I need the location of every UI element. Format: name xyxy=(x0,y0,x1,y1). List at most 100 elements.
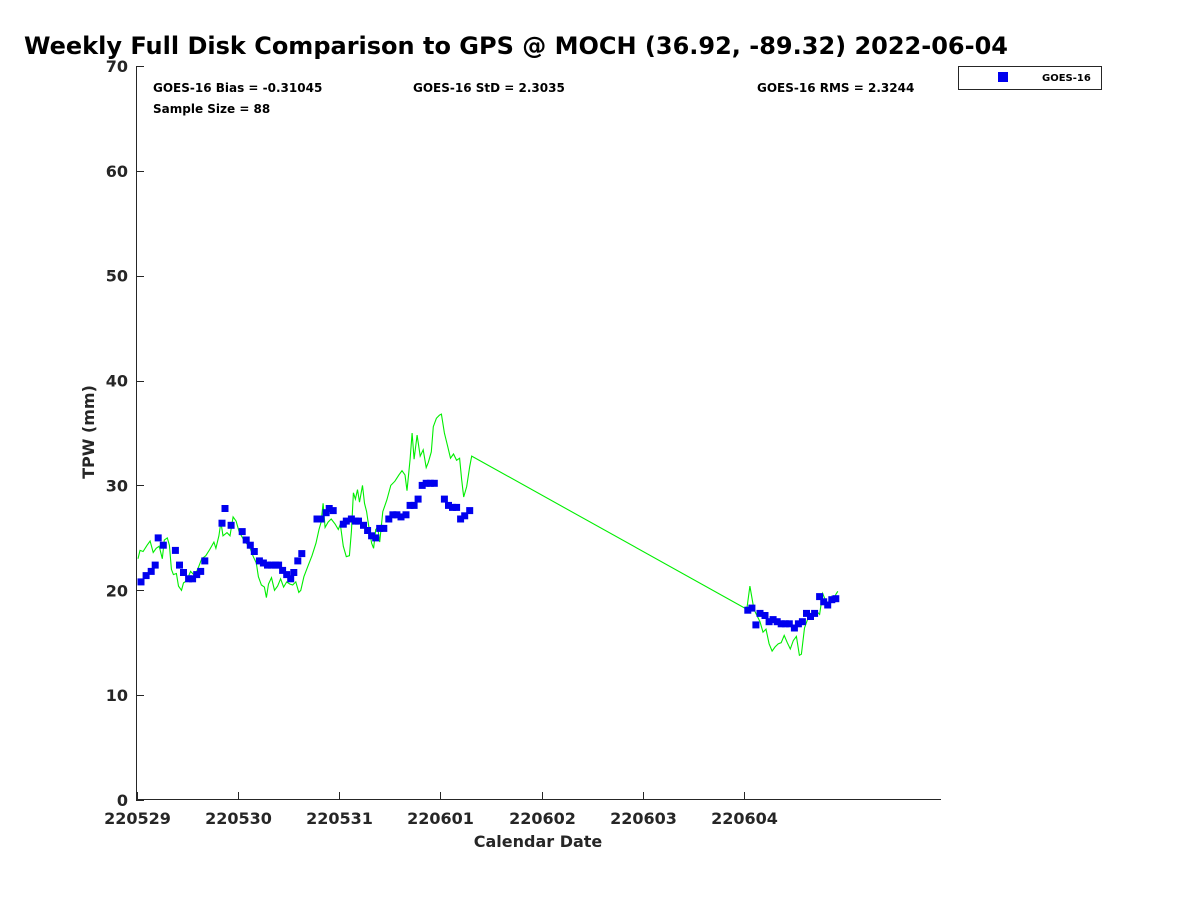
goes16-point xyxy=(279,566,287,574)
gps-tpw-line xyxy=(137,413,839,657)
goes16-point xyxy=(342,517,350,525)
goes16-point xyxy=(372,534,380,542)
goes16-point xyxy=(287,575,295,583)
goes16-point xyxy=(151,561,159,569)
goes16-point xyxy=(765,618,773,626)
goes16-point xyxy=(264,561,271,569)
goes16-point xyxy=(406,501,414,509)
goes16-point xyxy=(418,481,426,489)
goes16-point xyxy=(368,532,376,540)
goes16-point xyxy=(744,606,752,614)
y-tick-label: 40 xyxy=(106,372,128,391)
legend-box xyxy=(958,66,1102,90)
goes16-point xyxy=(364,527,372,534)
goes16-point xyxy=(355,517,362,525)
goes16-point xyxy=(397,513,405,521)
x-tick-label: 220529 xyxy=(104,809,171,828)
goes16-point xyxy=(440,495,448,503)
legend: GOES-16 xyxy=(958,66,1102,90)
goes16-point xyxy=(790,624,798,632)
y-tick-label: 50 xyxy=(106,267,128,286)
x-axis-label: Calendar Date xyxy=(474,832,603,851)
goes16-point xyxy=(294,557,302,565)
x-tick-label: 220604 xyxy=(711,809,778,828)
goes16-point xyxy=(811,609,819,617)
goes16-point xyxy=(218,519,226,527)
goes16-point xyxy=(402,511,410,519)
goes16-point xyxy=(250,548,258,555)
goes16-point xyxy=(313,515,321,523)
goes16-point xyxy=(376,524,384,532)
goes16-point xyxy=(147,567,155,575)
rms-stat: GOES-16 RMS = 2.3244 xyxy=(757,81,914,95)
goes16-point xyxy=(781,620,789,628)
x-tick-label: 220603 xyxy=(610,809,677,828)
x-tick-label: 220530 xyxy=(205,809,272,828)
goes16-point xyxy=(461,512,469,520)
std-stat: GOES-16 StD = 2.3035 xyxy=(413,81,565,95)
goes16-point xyxy=(816,593,824,601)
goes16-point xyxy=(197,567,205,575)
legend-marker-goes16 xyxy=(998,72,1008,82)
goes16-point xyxy=(426,479,434,487)
series-layer xyxy=(137,413,840,657)
x-tick-label: 220531 xyxy=(306,809,373,828)
goes16-point xyxy=(283,571,291,579)
goes16-point xyxy=(189,575,197,583)
goes16-point xyxy=(242,536,250,544)
y-axis-label: TPW (mm) xyxy=(79,385,98,479)
goes16-point xyxy=(255,557,263,565)
goes16-point xyxy=(773,618,781,626)
goes16-point xyxy=(347,515,355,523)
goes16-point xyxy=(238,528,246,536)
goes16-point xyxy=(221,505,229,512)
goes16-point xyxy=(385,515,393,523)
goes16-point xyxy=(445,501,452,509)
goes16-point xyxy=(180,569,187,576)
goes16-point xyxy=(227,521,235,529)
sample-size-stat: Sample Size = 88 xyxy=(153,102,270,116)
y-tick-label: 10 xyxy=(106,686,128,705)
goes16-point xyxy=(142,572,150,580)
goes16-point xyxy=(246,541,254,549)
goes16-point xyxy=(748,604,756,612)
goes16-point xyxy=(317,515,325,523)
goes16-point xyxy=(828,596,836,604)
goes16-point xyxy=(176,561,183,569)
goes16-point xyxy=(298,550,306,558)
goes16-point xyxy=(389,511,397,519)
goes16-point xyxy=(466,507,474,515)
y-tick-label: 0 xyxy=(117,791,128,810)
goes16-point xyxy=(761,612,769,619)
goes16-point xyxy=(794,620,802,628)
goes16-point xyxy=(275,561,283,569)
goes16-point xyxy=(325,505,333,512)
y-tick-label: 30 xyxy=(106,476,128,495)
goes16-point xyxy=(380,524,388,532)
goes16-point xyxy=(785,620,793,628)
goes16-point xyxy=(393,511,401,519)
y-tick-label: 20 xyxy=(106,581,128,600)
goes16-point xyxy=(290,569,298,576)
y-tick-label: 60 xyxy=(106,162,128,181)
x-tick-label: 220602 xyxy=(509,809,576,828)
goes16-point xyxy=(201,557,209,565)
goes16-point xyxy=(268,561,275,569)
goes16-point xyxy=(457,515,465,523)
bias-stat: GOES-16 Bias = -0.31045 xyxy=(153,81,322,95)
goes16-point xyxy=(193,571,201,579)
goes16-point xyxy=(803,609,810,617)
goes16-point xyxy=(360,521,367,529)
goes16-point xyxy=(329,507,337,515)
goes16-point xyxy=(807,613,814,620)
x-tick-label: 220601 xyxy=(407,809,474,828)
chart-title: Weekly Full Disk Comparison to GPS @ MOC… xyxy=(24,32,1008,60)
goes16-point xyxy=(154,534,162,542)
goes16-point xyxy=(414,495,422,503)
goes16-point xyxy=(322,509,330,517)
axis-ticks: 0 10 20 30 40 50 60 70 220529 220530 220531 220601 2… xyxy=(104,57,778,828)
plot-area: 0 10 20 30 40 50 60 70 220529 220530 220531 220601 2… xyxy=(104,57,941,828)
y-tick-label: 70 xyxy=(106,57,128,76)
goes16-point xyxy=(832,595,840,603)
